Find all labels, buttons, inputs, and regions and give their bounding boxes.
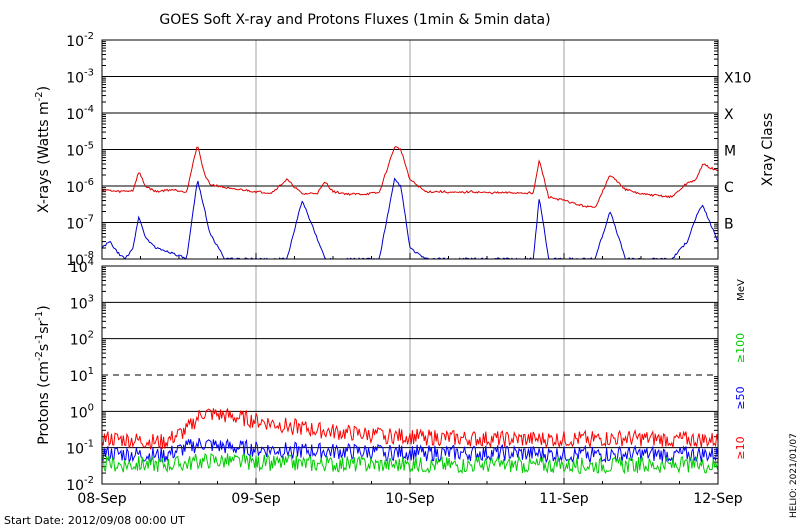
- protons-series-p50: [102, 437, 718, 464]
- xray-plot-frame: [101, 39, 719, 260]
- protons-series-p10: [102, 407, 718, 450]
- x-tick-label: 09-Sep: [231, 491, 280, 507]
- x-tick-label: 08-Sep: [77, 491, 126, 507]
- proton-legend-ge100: ≥100: [734, 333, 747, 363]
- protons-y-tick-label: 103: [70, 293, 94, 312]
- xray-y-axis-label: X-rays (Watts m-2): [34, 86, 52, 213]
- xray-y-tick-label: 10-8: [66, 250, 94, 269]
- credit-label: HELIO: 2021/01/07: [789, 433, 799, 518]
- xray-y-tick-label: 10-4: [66, 104, 94, 123]
- start-date-label: Start Date: 2012/09/08 00:00 UT: [4, 514, 185, 527]
- protons-y-tick-label: 10-1: [66, 439, 94, 458]
- xray-y-tick-label: 10-6: [66, 177, 94, 196]
- protons-y-tick-label: 101: [70, 366, 94, 385]
- xray-class-axis-label: Xray Class: [760, 113, 776, 187]
- proton-legend-ge50: ≥50: [734, 386, 747, 409]
- xray-y-tick-label: 10-2: [66, 31, 94, 50]
- protons-y-tick-label: 104: [70, 257, 94, 276]
- proton-energy-unit: MeV: [736, 279, 747, 301]
- xray-class-label: X: [724, 107, 734, 123]
- protons-y-axis-label: Protons (cm-2s-1sr-1): [34, 305, 52, 444]
- proton-panel: 10-2 10-1 100 101 102 103 104 Protons (cm-2s-1s…: [34, 257, 747, 494]
- xray-class-label: C: [724, 180, 734, 196]
- xray-y-tick-label: 10-5: [66, 141, 94, 160]
- xray-y-tick-label: 10-3: [66, 68, 94, 87]
- xray-panel: 10-8 10-7 10-6 10-5 10-4 10-3 10-2 X-rays (Watt…: [34, 31, 776, 269]
- xray-y-tick-label: 10-7: [66, 214, 94, 233]
- protons-y-tick-label: 102: [70, 330, 94, 349]
- xray-class-label: X10: [724, 71, 751, 87]
- protons-plot-frame: [101, 265, 719, 485]
- protons-y-tick-label: 10-2: [66, 475, 94, 494]
- xray-series-group: [102, 146, 718, 259]
- xray-class-label: B: [724, 217, 734, 233]
- x-tick-label: 12-Sep: [693, 491, 742, 507]
- x-tick-label: 10-Sep: [385, 491, 434, 507]
- protons-y-tick-label: 100: [70, 402, 94, 421]
- proton-legend-ge10: ≥10: [734, 436, 747, 459]
- xray-series-long: [102, 146, 718, 209]
- chart-title: GOES Soft X-ray and Protons Fluxes (1min…: [159, 12, 550, 28]
- x-tick-label: 11-Sep: [539, 491, 588, 507]
- protons-series-p100: [102, 452, 718, 475]
- xray-series-short: [102, 177, 718, 259]
- xray-class-label: M: [724, 144, 736, 160]
- protons-series-group: [102, 407, 718, 475]
